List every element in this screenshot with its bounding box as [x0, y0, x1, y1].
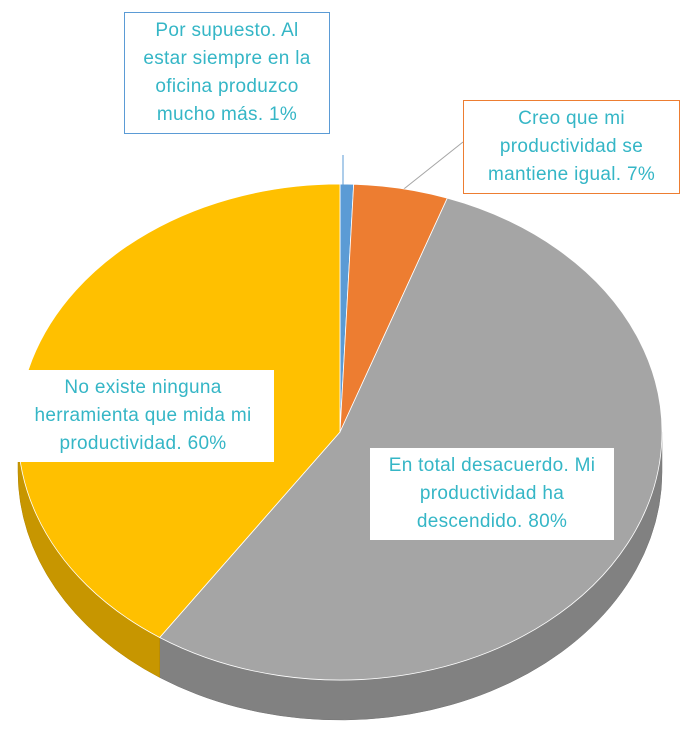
label-category: No existe ninguna herramienta que mida m… — [34, 377, 252, 454]
label-value: 80% — [528, 511, 568, 532]
label-value: 60% — [187, 433, 227, 454]
label-value: 1% — [269, 104, 298, 125]
data-label: Creo que mi productividad se mantiene ig… — [463, 100, 680, 194]
data-label: No existe ninguna herramienta que mida m… — [12, 370, 274, 462]
data-label: En total desacuerdo. Mi productividad ha… — [370, 448, 614, 540]
label-category: En total desacuerdo. Mi productividad ha… — [388, 455, 596, 532]
data-label: Por supuesto. Al estar siempre en la ofi… — [124, 12, 330, 134]
label-value: 7% — [626, 164, 656, 185]
leader-line — [394, 141, 464, 197]
slice — [159, 197, 663, 681]
label-category: Por supuesto. Al estar siempre en la ofi… — [143, 20, 311, 125]
label-category: Creo que mi productividad se mantiene ig… — [487, 108, 644, 185]
